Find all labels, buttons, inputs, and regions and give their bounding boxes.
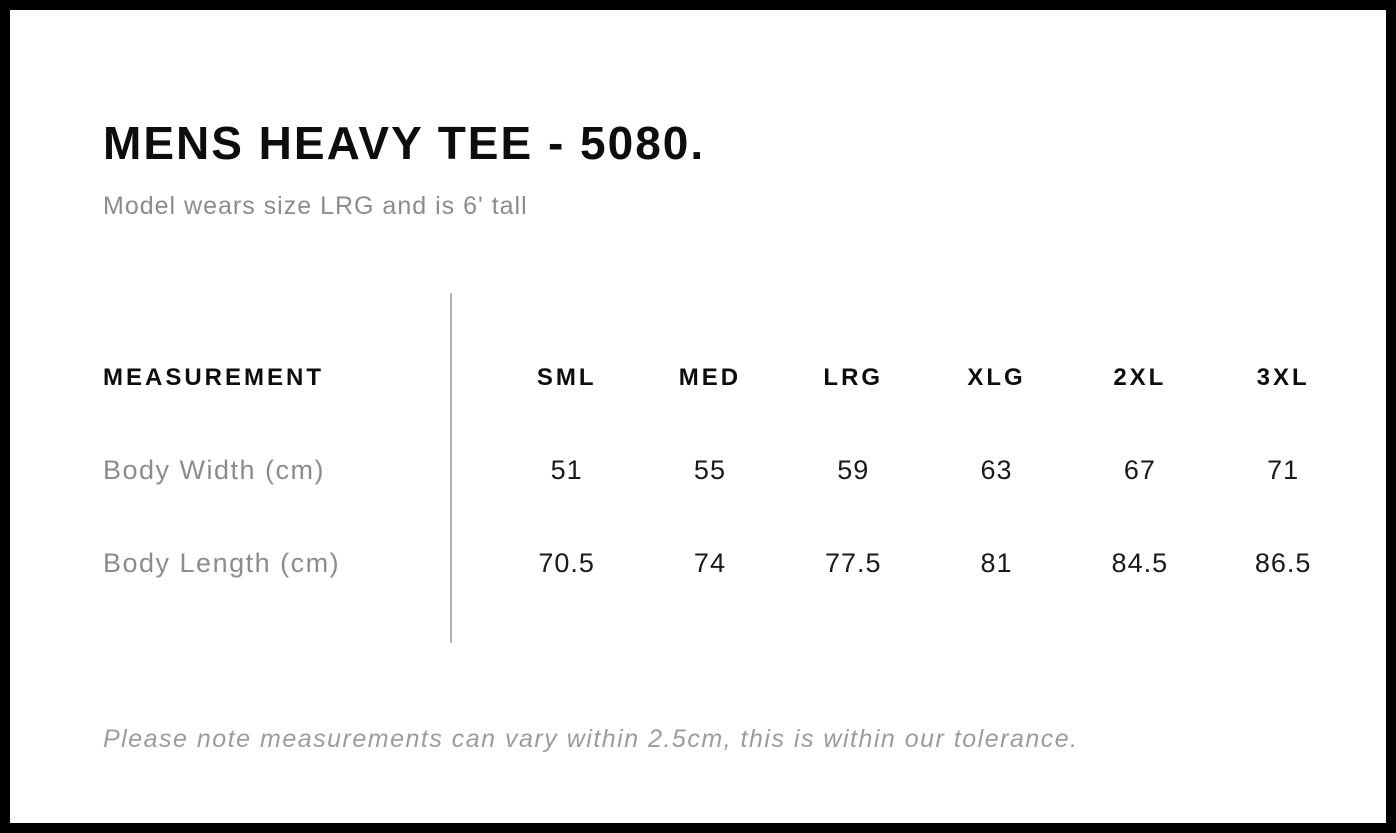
model-size-info: Model wears size LRG and is 6' tall <box>103 192 528 220</box>
size-chart-table: MEASUREMENT SML MED LRG XLG 2XL 3XL Body… <box>103 293 1356 643</box>
size-column-header-2xl: 2XL <box>1113 363 1167 391</box>
body-width-value-sml: 51 <box>550 455 583 485</box>
table-row-body-length: Body Length (cm) 70.5 74 77.5 81 84.5 86… <box>103 517 1356 610</box>
body-length-value-3xl: 86.5 <box>1254 548 1312 578</box>
measurement-column-header: MEASUREMENT <box>103 363 325 391</box>
size-column-header-sml: SML <box>536 363 597 391</box>
size-column-header-lrg: LRG <box>823 363 884 391</box>
size-column-header-3xl: 3XL <box>1256 363 1310 391</box>
body-width-value-med: 55 <box>693 455 726 485</box>
size-chart-header-row: MEASUREMENT SML MED LRG XLG 2XL 3XL <box>103 331 1356 424</box>
row-label-body-length: Body Length (cm) <box>103 548 341 578</box>
table-row-body-width: Body Width (cm) 51 55 59 63 67 71 <box>103 424 1356 517</box>
body-length-value-2xl: 84.5 <box>1111 548 1169 578</box>
row-label-body-width: Body Width (cm) <box>103 455 326 485</box>
size-column-header-xlg: XLG <box>967 363 1026 391</box>
body-length-value-lrg: 77.5 <box>824 548 882 578</box>
page-title: MENS HEAVY TEE - 5080. <box>103 117 706 169</box>
size-column-header-med: MED <box>678 363 742 391</box>
body-width-value-3xl: 71 <box>1267 455 1300 485</box>
body-length-value-sml: 70.5 <box>538 548 595 578</box>
vertical-divider <box>450 293 452 643</box>
body-width-value-xlg: 63 <box>980 455 1013 485</box>
tolerance-note: Please note measurements can vary within… <box>103 725 1079 753</box>
body-length-value-xlg: 81 <box>980 548 1013 578</box>
body-width-value-2xl: 67 <box>1123 455 1156 485</box>
body-length-value-med: 74 <box>693 548 726 578</box>
body-width-value-lrg: 59 <box>837 455 870 485</box>
